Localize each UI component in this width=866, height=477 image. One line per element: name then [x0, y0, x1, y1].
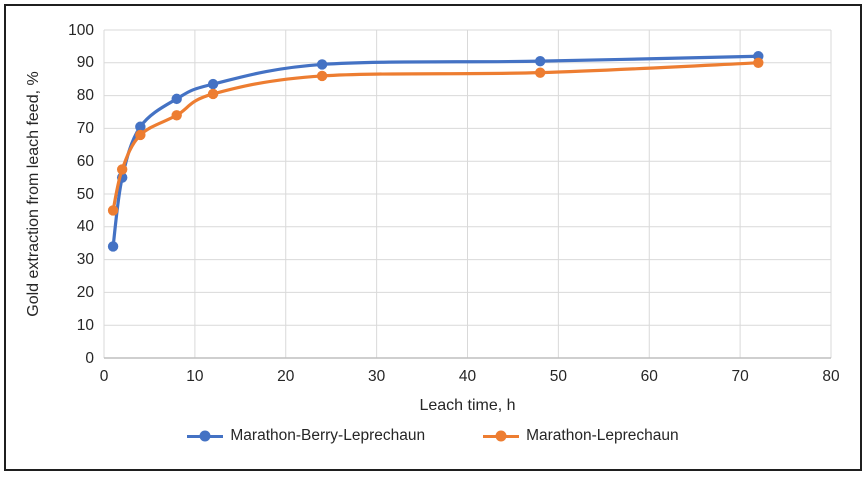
y-tick-label: 0: [85, 349, 94, 367]
x-tick-label: 50: [549, 368, 567, 385]
x-tick-label: 20: [277, 368, 295, 385]
data-point-marker: [316, 70, 328, 82]
data-point-marker: [107, 241, 119, 252]
x-tick-label: 40: [458, 368, 477, 385]
x-tick-label: 10: [186, 368, 204, 385]
data-point-marker: [316, 59, 328, 70]
y-tick-label: 40: [76, 218, 94, 236]
data-point-marker: [207, 78, 219, 90]
legend: Marathon-Berry-Leprechaun Marathon-Lepre…: [0, 427, 866, 445]
x-tick-label: 30: [368, 368, 386, 385]
x-tick-label: 0: [99, 368, 109, 385]
y-tick-label: 30: [76, 251, 94, 269]
x-axis-title: Leach time, h: [419, 397, 516, 414]
x-tick-label: 60: [640, 368, 658, 385]
series-line-1: [111, 61, 760, 212]
data-point-marker: [135, 129, 146, 141]
y-tick-label: 50: [76, 185, 94, 203]
orange-line-marker-icon: [483, 430, 520, 442]
legend-item-marathon-berry-leprechaun: Marathon-Berry-Leprechaun: [187, 427, 425, 445]
y-tick-label: 70: [76, 119, 94, 137]
legend-item-marathon-leprechaun: Marathon-Leprechaun: [483, 427, 679, 445]
blue-dot-icon: [199, 430, 211, 442]
y-tick-label: 20: [76, 283, 94, 301]
y-tick-label: 80: [76, 87, 94, 105]
data-point-marker: [171, 93, 182, 105]
y-tick-label: 90: [76, 54, 94, 72]
y-tick-label: 10: [76, 316, 94, 334]
blue-line-marker-icon: [187, 430, 224, 442]
y-axis-title: Gold extraction from leach feed, %: [25, 71, 42, 317]
data-point-marker: [116, 164, 128, 175]
x-tick-label: 70: [731, 368, 749, 385]
data-point-marker: [753, 57, 764, 68]
y-tick-label: 60: [76, 152, 94, 170]
plot-area: [103, 29, 832, 359]
orange-dot-icon: [495, 430, 507, 442]
data-point-marker: [207, 88, 219, 100]
legend-label-series-2: Marathon-Leprechaun: [526, 427, 679, 444]
data-point-marker: [107, 205, 119, 216]
legend-label-series-1: Marathon-Berry-Leprechaun: [230, 427, 426, 444]
y-tick-label: 100: [68, 21, 94, 39]
data-point-marker: [171, 110, 182, 121]
x-tick-label: 80: [822, 368, 840, 385]
data-point-marker: [135, 121, 146, 132]
data-point-marker: [535, 55, 546, 67]
data-point-marker: [535, 67, 546, 78]
